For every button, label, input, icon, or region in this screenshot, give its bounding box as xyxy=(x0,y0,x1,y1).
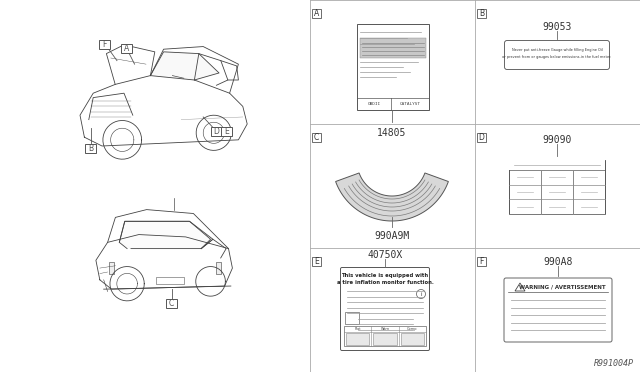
Polygon shape xyxy=(119,221,213,248)
Text: E: E xyxy=(314,257,319,266)
Text: C: C xyxy=(314,133,319,142)
FancyBboxPatch shape xyxy=(477,257,486,266)
Text: 40750X: 40750X xyxy=(367,250,403,260)
Bar xyxy=(509,160,605,170)
FancyBboxPatch shape xyxy=(99,40,110,49)
FancyBboxPatch shape xyxy=(312,257,321,266)
FancyBboxPatch shape xyxy=(109,262,114,274)
Text: Warn: Warn xyxy=(380,327,390,331)
FancyBboxPatch shape xyxy=(504,41,609,70)
FancyBboxPatch shape xyxy=(373,333,397,345)
Text: !: ! xyxy=(519,285,521,291)
FancyBboxPatch shape xyxy=(477,9,486,18)
Text: D: D xyxy=(479,133,484,142)
Text: B: B xyxy=(479,9,484,18)
Text: OBDII: OBDII xyxy=(367,102,381,106)
Text: 99053: 99053 xyxy=(542,22,572,32)
Text: A: A xyxy=(314,9,319,18)
Text: Flat: Flat xyxy=(355,327,361,331)
Text: i: i xyxy=(420,292,422,296)
Text: This vehicle is equipped with: This vehicle is equipped with xyxy=(341,273,429,279)
FancyBboxPatch shape xyxy=(509,160,605,214)
Text: WARNING / AVERTISSEMENT: WARNING / AVERTISSEMENT xyxy=(518,285,605,289)
Text: Comp: Comp xyxy=(407,327,417,331)
FancyBboxPatch shape xyxy=(121,44,132,53)
Polygon shape xyxy=(150,52,219,80)
Text: 99090: 99090 xyxy=(542,135,572,145)
Text: R991004P: R991004P xyxy=(594,359,634,368)
FancyBboxPatch shape xyxy=(340,267,429,350)
Polygon shape xyxy=(335,173,449,221)
FancyBboxPatch shape xyxy=(312,133,321,142)
Text: E: E xyxy=(225,128,229,137)
FancyBboxPatch shape xyxy=(477,133,486,142)
Bar xyxy=(360,38,426,58)
Text: Never put anti-freeze Gauge while filling Engine Oil: Never put anti-freeze Gauge while fillin… xyxy=(511,48,602,52)
FancyBboxPatch shape xyxy=(312,9,321,18)
Text: B: B xyxy=(88,144,93,153)
FancyBboxPatch shape xyxy=(156,277,184,285)
Text: 14805: 14805 xyxy=(378,128,406,138)
Text: F: F xyxy=(479,257,484,266)
Text: D: D xyxy=(214,128,220,137)
FancyBboxPatch shape xyxy=(211,128,222,137)
Polygon shape xyxy=(515,283,525,291)
FancyBboxPatch shape xyxy=(85,144,96,153)
FancyBboxPatch shape xyxy=(166,299,177,308)
FancyBboxPatch shape xyxy=(357,24,429,110)
FancyBboxPatch shape xyxy=(346,333,369,345)
Text: F: F xyxy=(102,40,107,49)
FancyBboxPatch shape xyxy=(345,312,359,324)
Text: 990A8: 990A8 xyxy=(543,257,573,267)
Text: 990A9M: 990A9M xyxy=(374,231,410,241)
FancyBboxPatch shape xyxy=(216,262,221,274)
Text: A: A xyxy=(124,44,129,53)
Text: or prevent from or gauges below emissions-in the fuel meter.: or prevent from or gauges below emission… xyxy=(502,55,612,59)
Text: CATALYST: CATALYST xyxy=(399,102,420,106)
FancyBboxPatch shape xyxy=(221,128,232,137)
Text: C: C xyxy=(169,299,174,308)
FancyBboxPatch shape xyxy=(344,326,426,346)
Text: a tire inflation monitor function.: a tire inflation monitor function. xyxy=(337,279,433,285)
FancyBboxPatch shape xyxy=(401,333,424,345)
FancyBboxPatch shape xyxy=(504,278,612,342)
Circle shape xyxy=(417,289,426,298)
